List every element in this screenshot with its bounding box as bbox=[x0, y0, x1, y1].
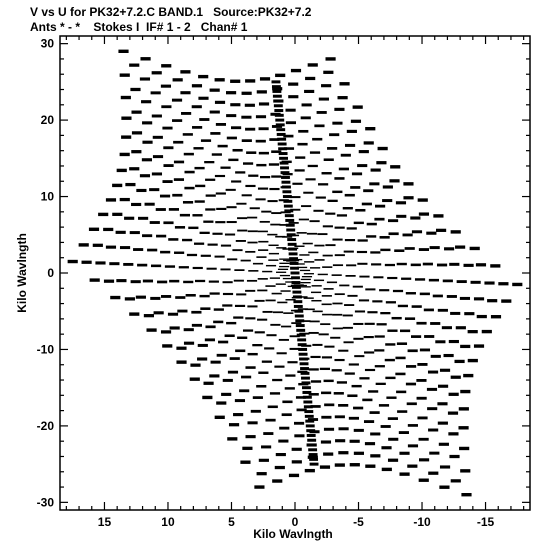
y-tick-label: 30 bbox=[41, 37, 55, 51]
x-tick-label: 15 bbox=[98, 515, 112, 529]
x-axis-title: Kilo Wavlngth bbox=[253, 527, 333, 541]
x-tick-labels: 15 10 5 0 -5 -10 -15 bbox=[98, 515, 495, 529]
chart-subtitle: Ants * - * Stokes I IF# 1 - 2 Chan# 1 bbox=[30, 20, 248, 34]
x-tick-label: 5 bbox=[228, 515, 235, 529]
y-tick-label: 10 bbox=[41, 190, 55, 204]
x-tick-label: -15 bbox=[477, 515, 495, 529]
y-tick-label: -20 bbox=[37, 419, 55, 433]
y-tick-label: 0 bbox=[47, 266, 54, 280]
x-tick-label: -5 bbox=[353, 515, 364, 529]
x-tick-label: 0 bbox=[292, 515, 299, 529]
x-tick-label: 10 bbox=[161, 515, 175, 529]
axis-ticks bbox=[60, 36, 530, 510]
x-tick-label: -10 bbox=[413, 515, 431, 529]
y-tick-label: 20 bbox=[41, 113, 55, 127]
y-tick-label: -30 bbox=[37, 495, 55, 509]
y-axis-title: Kilo Wavlngth bbox=[15, 233, 29, 313]
y-tick-label: -10 bbox=[37, 342, 55, 356]
chart-title: V vs U for PK32+7.2.C BAND.1 Source:PK32… bbox=[30, 5, 312, 19]
uv-points bbox=[67, 49, 523, 497]
y-tick-labels: 30 20 10 0 -10 -20 -30 bbox=[37, 37, 55, 510]
